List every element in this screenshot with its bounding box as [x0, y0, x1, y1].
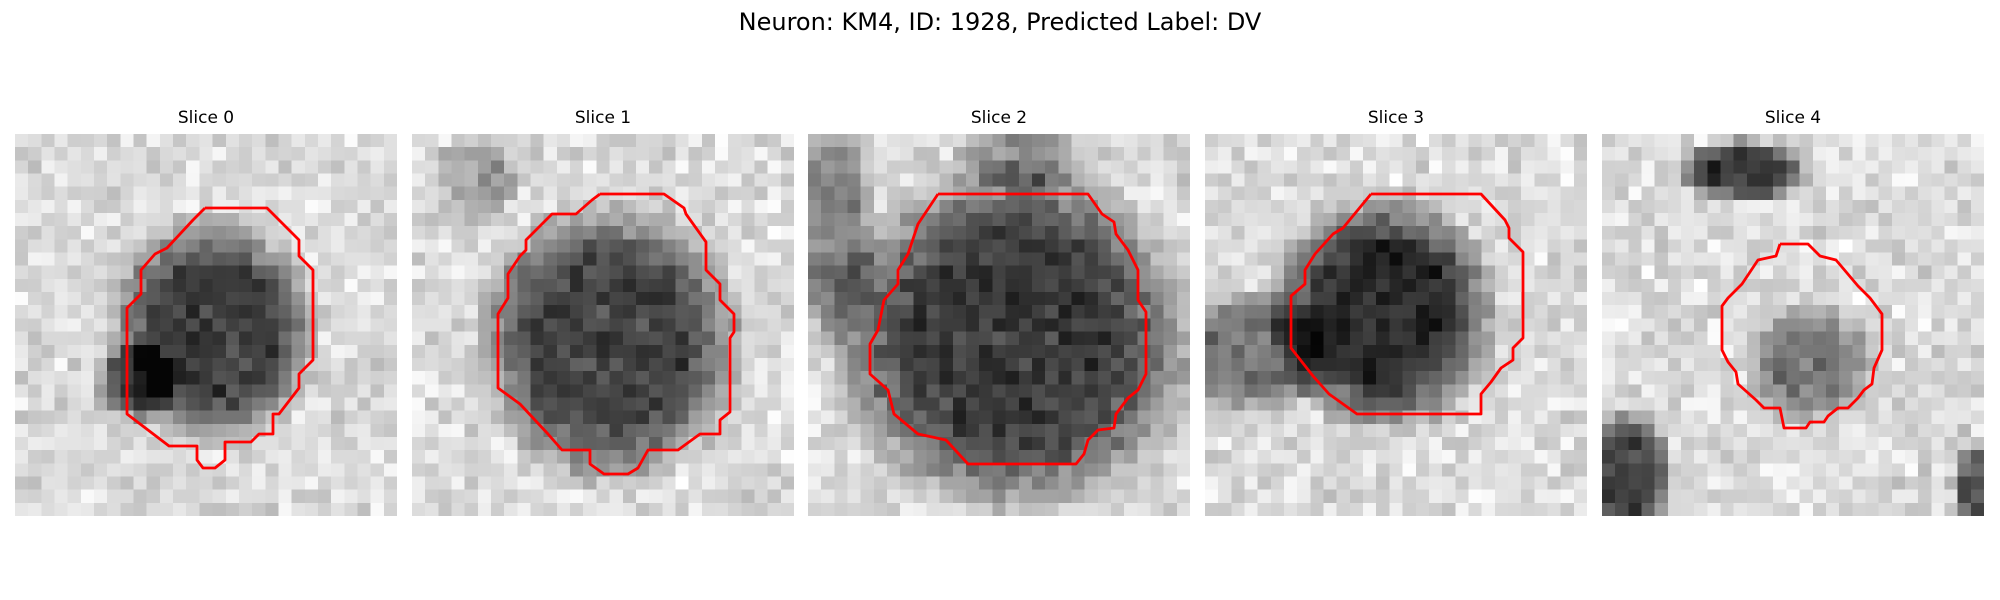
- slice-image: [808, 134, 1190, 516]
- roi-contour: [1720, 242, 1884, 430]
- slice-panel-2: Slice 2: [808, 108, 1190, 518]
- roi-contour-overlay: [496, 192, 736, 476]
- slice-title: Slice 2: [970, 108, 1028, 128]
- slice-title: Slice 3: [1367, 108, 1425, 128]
- slice-image: [1602, 134, 1984, 516]
- slice-panel-3: Slice 3: [1205, 108, 1587, 518]
- figure-title: Neuron: KM4, ID: 1928, Predicted Label: …: [738, 8, 1262, 36]
- grayscale-microscopy-image: [808, 134, 1190, 516]
- slice-panel-1: Slice 1: [412, 108, 794, 518]
- roi-contour: [125, 206, 315, 470]
- roi-contour-overlay: [1289, 192, 1525, 416]
- roi-contour: [868, 192, 1148, 466]
- slice-title: Slice 4: [1764, 108, 1822, 128]
- roi-contour: [1289, 192, 1525, 416]
- slice-image: [412, 134, 794, 516]
- slice-panel-0: Slice 0: [15, 108, 397, 518]
- grayscale-microscopy-image: [412, 134, 794, 516]
- slice-image: [1205, 134, 1587, 516]
- slice-title: Slice 0: [177, 108, 235, 128]
- grayscale-microscopy-image: [1602, 134, 1984, 516]
- roi-contour-overlay: [125, 206, 315, 470]
- roi-contour-overlay: [1720, 242, 1884, 430]
- grayscale-microscopy-image: [15, 134, 397, 516]
- roi-contour: [496, 192, 736, 476]
- slice-panel-4: Slice 4: [1602, 108, 1984, 518]
- slice-image: [15, 134, 397, 516]
- roi-contour-overlay: [868, 192, 1148, 466]
- slice-title: Slice 1: [574, 108, 632, 128]
